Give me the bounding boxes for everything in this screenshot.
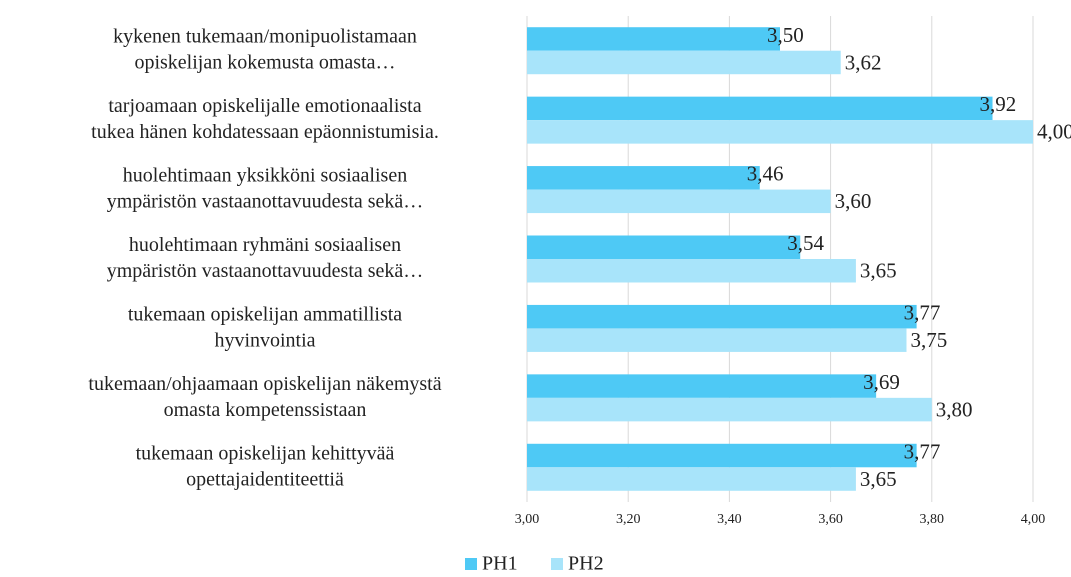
value-label: 3,69 [863, 370, 900, 394]
x-tick-label: 3,00 [515, 512, 540, 527]
value-label: 3,65 [860, 259, 897, 283]
value-label: 3,54 [787, 231, 824, 255]
category-label: tukemaan/ohjaamaan opiskelijan näkemystä… [88, 372, 441, 420]
bar [527, 189, 831, 214]
legend-swatch [551, 558, 563, 570]
value-label: 3,65 [860, 467, 897, 491]
category-label: tarjoamaan opiskelijalle emotionaalista t… [91, 95, 439, 143]
value-label: 4,00 [1037, 120, 1071, 144]
category-label: huolehtimaan ryhmäni sosiaalisen ympärist… [107, 234, 424, 282]
category-label: huolehtimaan yksikköni sosiaalisen ympäri… [107, 164, 424, 212]
bar [527, 467, 856, 491]
bar [527, 259, 856, 283]
value-label: 3,62 [845, 50, 882, 74]
value-label: 3,80 [936, 397, 973, 421]
value-label: 3,75 [911, 328, 948, 352]
x-tick-label: 3,60 [818, 512, 843, 527]
bar [527, 120, 1033, 144]
bar [527, 235, 801, 259]
x-tick-label: 4,00 [1021, 512, 1046, 527]
x-tick-label: 3,80 [920, 512, 945, 527]
bar [527, 328, 907, 352]
bar [527, 166, 760, 190]
bar [527, 374, 877, 398]
category-label: tukemaan opiskelijan ammatillista hyvinvo… [128, 303, 402, 351]
legend-label: PH2 [568, 553, 604, 575]
value-label: 3,77 [904, 300, 941, 324]
bar [527, 50, 841, 75]
value-label: 3,46 [747, 162, 784, 186]
value-label: 3,50 [767, 23, 804, 47]
bar [527, 443, 917, 468]
bar [527, 397, 932, 422]
category-label: tukemaan opiskelijan kehittyvää opettajai… [136, 442, 395, 490]
legend-swatch [465, 558, 477, 570]
category-label: kykenen tukemaan/monipuolistamaan opiskel… [113, 25, 417, 73]
value-label: 3,92 [980, 92, 1017, 116]
value-label: 3,60 [835, 189, 872, 213]
x-tick-label: 3,20 [616, 512, 641, 527]
bar [527, 27, 780, 51]
bar [527, 304, 917, 329]
legend-label: PH1 [482, 553, 518, 575]
value-label: 3,77 [904, 439, 941, 463]
bar [527, 96, 993, 121]
x-tick-label: 3,40 [717, 512, 742, 527]
